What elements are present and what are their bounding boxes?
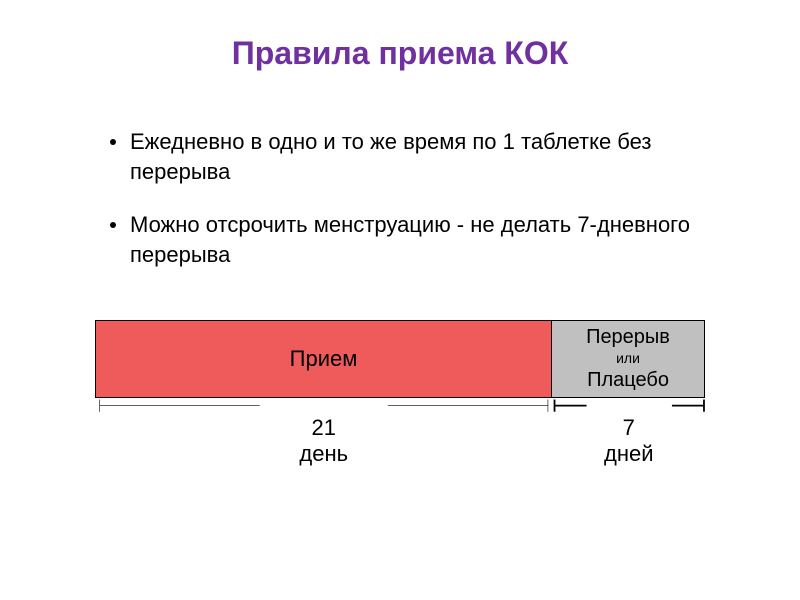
bullet-item: Ежедневно в одно и то же время по 1 табл… <box>110 127 710 186</box>
bracket-label: 7 дней <box>604 415 654 468</box>
bar-segment-sublabel: или <box>616 350 640 368</box>
bar-segment-intake: Прием <box>96 321 552 397</box>
bracket-icon <box>553 398 706 413</box>
bullet-dot-icon <box>110 139 116 145</box>
bracket-unit: дней <box>604 441 654 466</box>
bullet-dot-icon <box>110 222 116 228</box>
bar-segment-label: Перерыв <box>586 325 670 350</box>
bar-segment-label: Прием <box>290 345 358 373</box>
bullet-item: Можно отсрочить менструацию - не делать … <box>110 210 710 269</box>
schedule-diagram: Прием Перерыв или Плацебо 21 день <box>50 320 750 468</box>
bracket-unit: день <box>299 441 348 466</box>
bullet-text: Можно отсрочить менструацию - не делать … <box>130 210 710 269</box>
bracket-cell-21: 21 день <box>95 398 553 468</box>
bar-segment-label3: Плацебо <box>587 368 669 393</box>
bracket-cell-7: 7 дней <box>553 398 706 468</box>
bracket-icon <box>95 398 553 413</box>
bar-row: Прием Перерыв или Плацебо <box>95 320 705 398</box>
bullet-text: Ежедневно в одно и то же время по 1 табл… <box>130 127 710 186</box>
bar-segment-break: Перерыв или Плацебо <box>552 321 704 397</box>
page-title: Правила приема КОК <box>50 35 750 72</box>
bracket-number: 21 <box>312 415 336 440</box>
bracket-number: 7 <box>623 415 635 440</box>
bracket-row: 21 день 7 дней <box>95 398 705 468</box>
bullet-list: Ежедневно в одно и то же время по 1 табл… <box>50 127 750 270</box>
bracket-label: 21 день <box>299 415 348 468</box>
